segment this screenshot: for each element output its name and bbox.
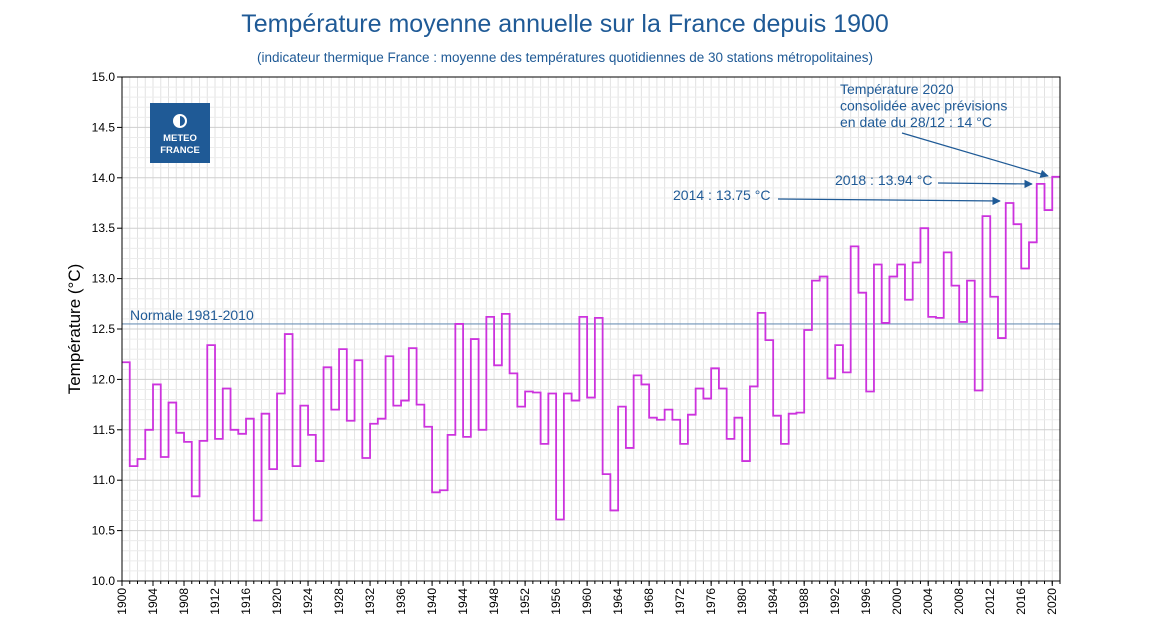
y-axis-label: Température (°C) [65, 264, 84, 395]
x-tick-label: 2004 [921, 588, 935, 615]
x-tick-label: 2000 [890, 588, 904, 615]
x-tick-label: 1944 [456, 588, 470, 615]
x-tick-label: 2008 [952, 588, 966, 615]
x-tick-label: 1900 [115, 588, 129, 615]
x-tick-label: 1976 [704, 588, 718, 615]
x-tick-label: 1956 [549, 588, 563, 615]
x-tick-label: 1996 [859, 588, 873, 615]
y-tick-label: 15.0 [92, 70, 116, 84]
x-tick-label: 1984 [766, 588, 780, 615]
x-tick-label: 1948 [487, 588, 501, 615]
x-tick-label: 1964 [611, 588, 625, 615]
x-tick-label: 1932 [363, 588, 377, 615]
meteo-france-logo: METEO FRANCE [150, 103, 210, 163]
x-tick-label: 1940 [425, 588, 439, 615]
x-tick-label: 1908 [177, 588, 191, 615]
x-tick-label: 1980 [735, 588, 749, 615]
logo-line1: METEO [163, 133, 197, 144]
x-tick-label: 2020 [1045, 588, 1059, 615]
x-tick-label: 2012 [983, 588, 997, 615]
x-tick-label: 1960 [580, 588, 594, 615]
grid-lines [121, 76, 1061, 582]
x-tick-label: 1912 [208, 588, 222, 615]
annotation-2018-line-1: 2018 : 13.94 °C [835, 172, 932, 188]
annotation-2020-line-1: Température 2020 [840, 81, 954, 97]
y-tick-label: 12.0 [92, 372, 116, 386]
y-tick-label: 11.5 [93, 423, 116, 437]
annotation-2020-line-2: consolidée avec prévisions [840, 98, 1007, 114]
y-tick-label: 14.5 [92, 120, 116, 134]
x-tick-label: 1924 [301, 588, 315, 615]
series-layer [122, 175, 1060, 522]
series-line [122, 175, 1060, 522]
x-tick-label: 1920 [270, 588, 284, 615]
x-tick-label: 2016 [1014, 588, 1028, 615]
y-tick-label: 13.5 [92, 221, 116, 235]
y-tick-label: 14.0 [92, 171, 116, 185]
normal-reference: Normale 1981-2010 [122, 307, 1060, 325]
logo-background [150, 103, 210, 163]
y-tick-label: 13.0 [92, 272, 116, 286]
annotation-arrow-2014 [777, 196, 1001, 206]
chart-title: Température moyenne annuelle sur la Fran… [241, 10, 889, 38]
x-tick-label: 1992 [828, 588, 842, 615]
annotation-2020-line-3: en date du 28/12 : 14 °C [840, 114, 992, 130]
axes: 10.0 10.5 11.0 11.5 12.0 12.5 13.0 13.5 14.0 14.5… [65, 70, 1061, 615]
chart-subtitle: (indicateur thermique France : moyenne d… [256, 50, 874, 65]
x-tick-label: 1972 [673, 588, 687, 615]
logo-emblem-half-icon [174, 115, 180, 127]
y-tick-label: 10.0 [92, 574, 116, 588]
x-tick-label: 1952 [518, 588, 532, 615]
x-tick-label: 1968 [642, 588, 656, 615]
logo-line2: FRANCE [160, 145, 200, 156]
x-tick-label: 1904 [146, 588, 160, 615]
y-tick-label: 11.0 [93, 473, 116, 487]
y-tick-label: 12.5 [92, 322, 116, 336]
annotation-arrow-2018 [937, 179, 1033, 189]
x-tick-label: 1988 [797, 588, 811, 615]
x-tick-label: 1936 [394, 588, 408, 615]
x-tick-label: 1928 [332, 588, 346, 615]
annotation-2014-line-1: 2014 : 13.75 °C [673, 187, 770, 203]
annotation-arrow-2020 [901, 132, 1049, 178]
y-tick-label: 10.5 [92, 524, 116, 538]
normal-label: Normale 1981-2010 [130, 307, 254, 323]
x-tick-label: 1916 [239, 588, 253, 615]
